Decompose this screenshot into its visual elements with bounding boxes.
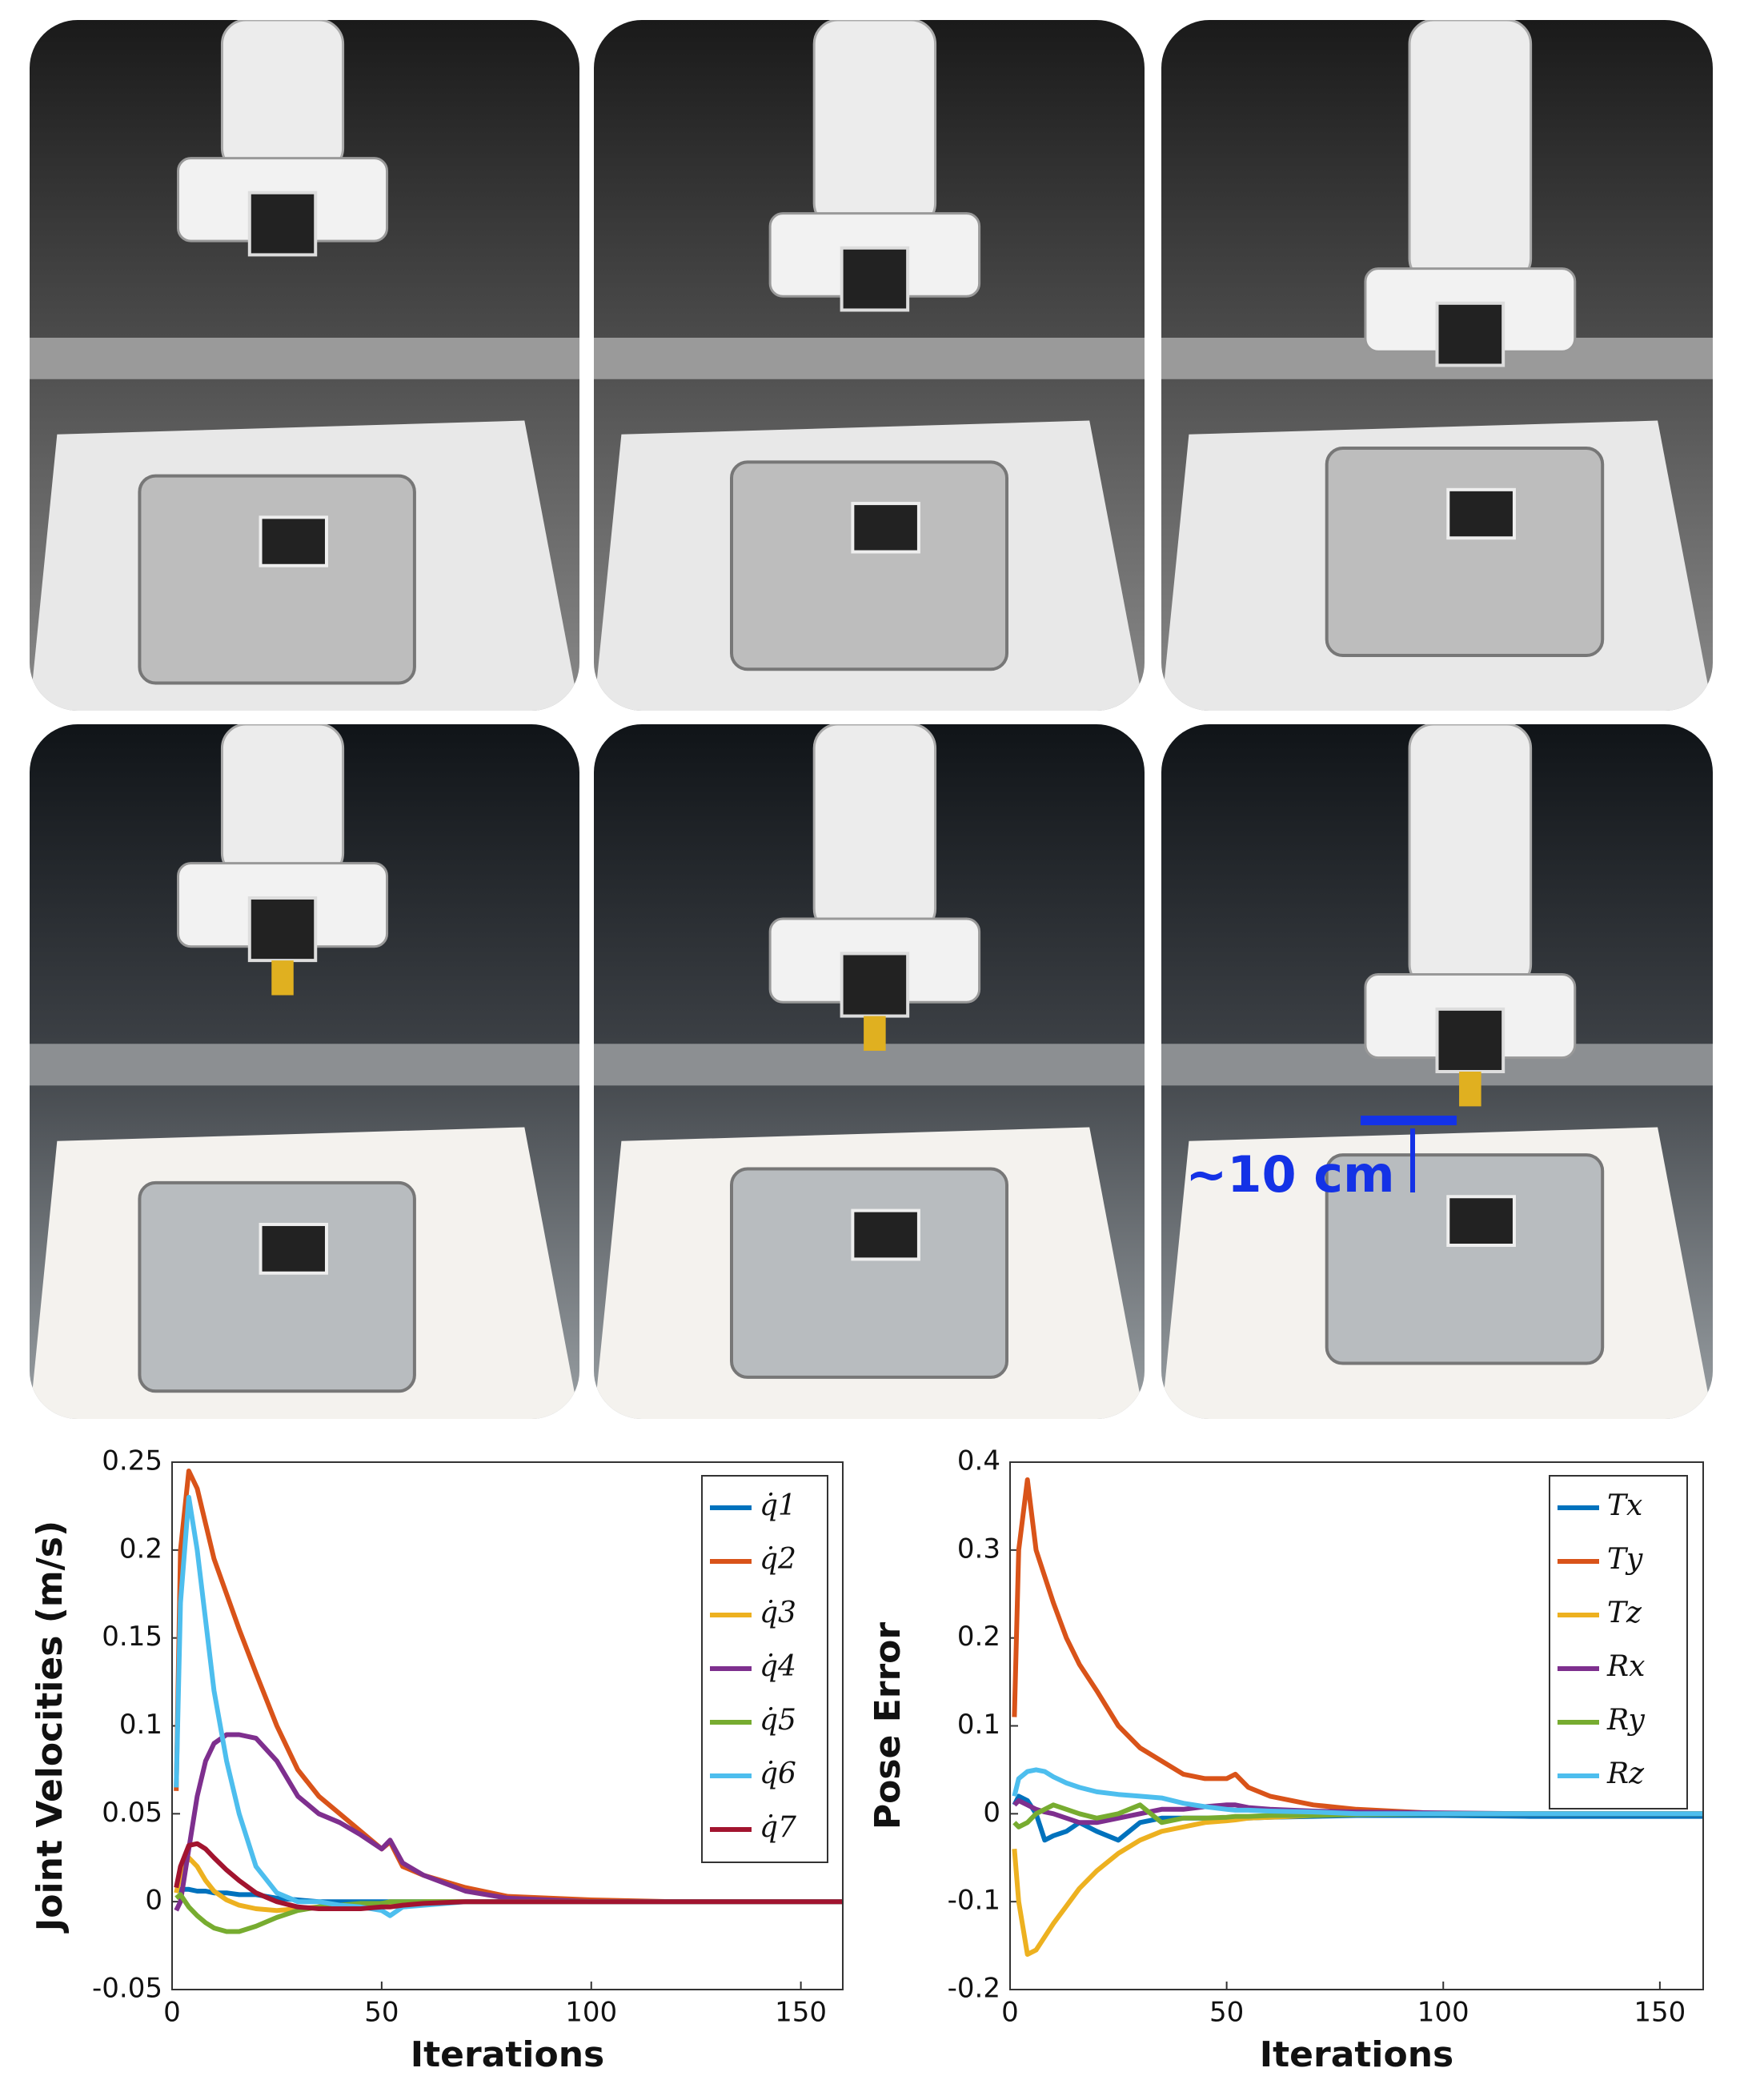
tray-marker [259, 515, 328, 567]
x-tick-label: 0 [1001, 1997, 1019, 2029]
y-tick-label: 0.1 [957, 1709, 1000, 1741]
gripper-marker [1435, 1007, 1505, 1074]
y-tick-label: 0.1 [119, 1709, 162, 1741]
robot-arm [1408, 20, 1533, 284]
data-line [174, 1732, 843, 1912]
x-tick-label: 50 [1209, 1997, 1244, 2029]
legend-label: q̇2 [760, 1543, 796, 1576]
y-tick-label: 0.15 [102, 1621, 162, 1653]
legend-label: Rz [1606, 1757, 1645, 1790]
photo [30, 20, 579, 711]
y-tick-label: 0.05 [102, 1797, 162, 1829]
rail [594, 337, 1145, 379]
tray-marker [259, 1222, 328, 1275]
legend-label: Ty [1607, 1543, 1643, 1576]
robot-arm [1408, 724, 1533, 990]
gripper-marker [247, 896, 318, 963]
y-tick-label: 0 [983, 1797, 1000, 1829]
legend-label: q̇6 [760, 1757, 796, 1790]
x-tick-label: 50 [364, 1997, 399, 2029]
y-tick-label: 0.3 [957, 1533, 1000, 1565]
photo [1161, 724, 1713, 1419]
y-tick-label: -0.2 [948, 1973, 1000, 2005]
photo-content [30, 724, 579, 1419]
photo-content [1161, 20, 1713, 711]
rail [30, 337, 579, 379]
y-tick-label: 0 [145, 1885, 162, 1917]
axes-box [171, 1461, 844, 1990]
legend-label: q̇3 [760, 1597, 796, 1629]
gripper-marker [247, 190, 318, 257]
photo [594, 20, 1145, 711]
gripper-marker [840, 952, 910, 1018]
photo-content [594, 724, 1145, 1419]
legend-label: Tz [1607, 1597, 1642, 1629]
tray [730, 460, 1008, 671]
photo-grid [30, 20, 1713, 1419]
photo-content [30, 20, 579, 711]
data-line [174, 1841, 843, 1911]
legend-label: q̇4 [760, 1650, 796, 1683]
gripper-marker [1435, 301, 1505, 367]
robot-arm [812, 20, 937, 229]
y-tick-label: -0.1 [948, 1885, 1000, 1917]
legend-label: Rx [1606, 1650, 1645, 1683]
photo [30, 724, 579, 1419]
gripper-fingers [271, 960, 294, 996]
legend-label: q̇5 [760, 1704, 796, 1737]
x-tick-label: 100 [1417, 1997, 1469, 2029]
distance-annotation: ~10 cm [1185, 1145, 1394, 1204]
rail [30, 1044, 579, 1086]
tray [138, 1180, 416, 1393]
gripper-marker [840, 246, 910, 312]
y-axis-label: Pose Error [868, 1622, 908, 1830]
legend-label: Tx [1607, 1489, 1642, 1522]
tray-marker [851, 1208, 920, 1261]
robot-arm [220, 20, 345, 174]
y-tick-label: 0.2 [119, 1533, 162, 1565]
legend-label: Ry [1606, 1704, 1645, 1737]
legend-label: q̇7 [760, 1811, 796, 1844]
x-tick-label: 100 [565, 1997, 617, 2029]
data-line [1012, 1811, 1703, 1958]
x-tick-label: 0 [163, 1997, 181, 2029]
x-tick-label: 150 [775, 1997, 827, 2029]
legend-label: q̇1 [760, 1489, 796, 1522]
y-axis-label: Joint Velocities (m/s) [30, 1521, 70, 1934]
tray [1325, 447, 1605, 657]
tray [730, 1167, 1008, 1379]
legend-box [1549, 1475, 1688, 1809]
x-axis-label: Iterations [1260, 2034, 1454, 2075]
gripper-fingers [864, 1016, 886, 1051]
y-tick-label: 0.4 [957, 1445, 1000, 1477]
x-axis-label: Iterations [411, 2034, 605, 2075]
tray-marker [1446, 487, 1516, 540]
tray-marker [851, 502, 920, 554]
y-tick-label: -0.05 [92, 1973, 162, 2005]
axes-box [1009, 1461, 1704, 1990]
photo [1161, 20, 1713, 711]
y-tick-label: 0.25 [102, 1445, 162, 1477]
photo-content [1161, 724, 1713, 1419]
tray [1325, 1153, 1605, 1365]
tray-marker [1446, 1195, 1516, 1247]
robot-arm [220, 724, 345, 879]
tray [138, 474, 416, 685]
data-line [1012, 1767, 1703, 1817]
photo [594, 724, 1145, 1419]
photo-content [594, 20, 1145, 711]
gripper-fingers [1459, 1072, 1481, 1107]
robot-arm [812, 724, 937, 934]
x-tick-label: 150 [1634, 1997, 1686, 2029]
y-tick-label: 0.2 [957, 1621, 1000, 1653]
